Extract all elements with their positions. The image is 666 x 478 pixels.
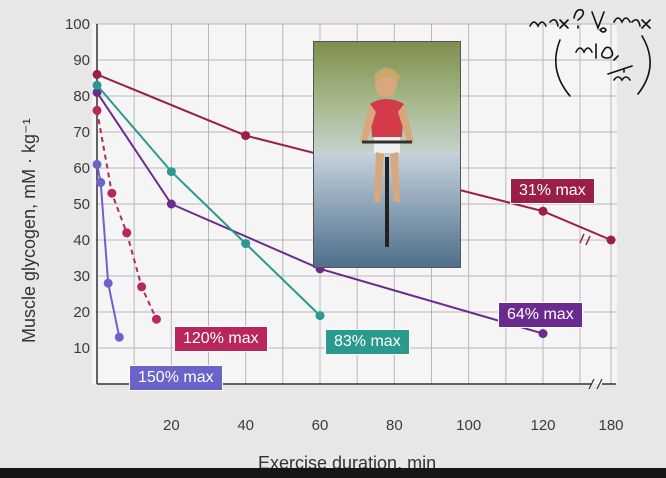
data-point — [538, 329, 548, 339]
series-label-120: 120% max — [174, 326, 268, 352]
series-break-mark — [579, 233, 591, 246]
data-point — [241, 131, 251, 141]
y-tick-label: 80 — [73, 88, 90, 105]
series-line-2 — [96, 84, 321, 317]
y-tick-label: 10 — [73, 340, 90, 357]
data-point — [92, 159, 102, 169]
data-point — [151, 314, 161, 324]
y-tick-label: 30 — [73, 268, 90, 285]
data-point — [166, 199, 176, 209]
data-point — [315, 311, 325, 321]
x-tick-label: 100 — [456, 417, 481, 434]
data-point — [107, 188, 117, 198]
series-label-83: 83% max — [325, 329, 410, 355]
data-point — [92, 105, 102, 115]
x-tick-label: 20 — [163, 417, 180, 434]
series-label-64: 64% max — [498, 302, 583, 328]
data-point — [606, 235, 616, 245]
x-tick-label: 120 — [530, 417, 555, 434]
x-tick-label: 60 — [312, 417, 329, 434]
data-point — [92, 80, 102, 90]
series-line-4 — [96, 164, 121, 338]
y-tick-label: 60 — [73, 160, 90, 177]
x-tick-label: 80 — [386, 417, 403, 434]
x-tick-label: 180 — [598, 417, 623, 434]
y-axis-title: Muscle glycogen, mM · kg⁻¹ — [19, 118, 39, 343]
series-line-1 — [96, 91, 544, 335]
y-tick-label: 70 — [73, 124, 90, 141]
data-point — [96, 177, 106, 187]
data-point — [137, 282, 147, 292]
data-point — [166, 167, 176, 177]
data-point — [241, 239, 251, 249]
series-label-150: 150% max — [129, 365, 223, 391]
y-tick-label: 20 — [73, 304, 90, 321]
y-tick-label: 100 — [65, 16, 90, 33]
data-point — [103, 278, 113, 288]
data-point — [92, 69, 102, 79]
handwritten-note — [520, 0, 666, 120]
data-point — [114, 332, 124, 342]
axis-break-mark — [588, 378, 603, 390]
y-tick-label: 40 — [73, 232, 90, 249]
y-tick-label: 50 — [73, 196, 90, 213]
data-point — [538, 206, 548, 216]
data-point — [122, 228, 132, 238]
cyclist-photo — [313, 41, 461, 268]
data-point — [92, 87, 102, 97]
series-label-31: 31% max — [510, 178, 595, 204]
y-tick-label: 90 — [73, 52, 90, 69]
scan-edge — [0, 468, 666, 478]
x-tick-label: 40 — [237, 417, 254, 434]
series-line-3 — [96, 110, 158, 320]
